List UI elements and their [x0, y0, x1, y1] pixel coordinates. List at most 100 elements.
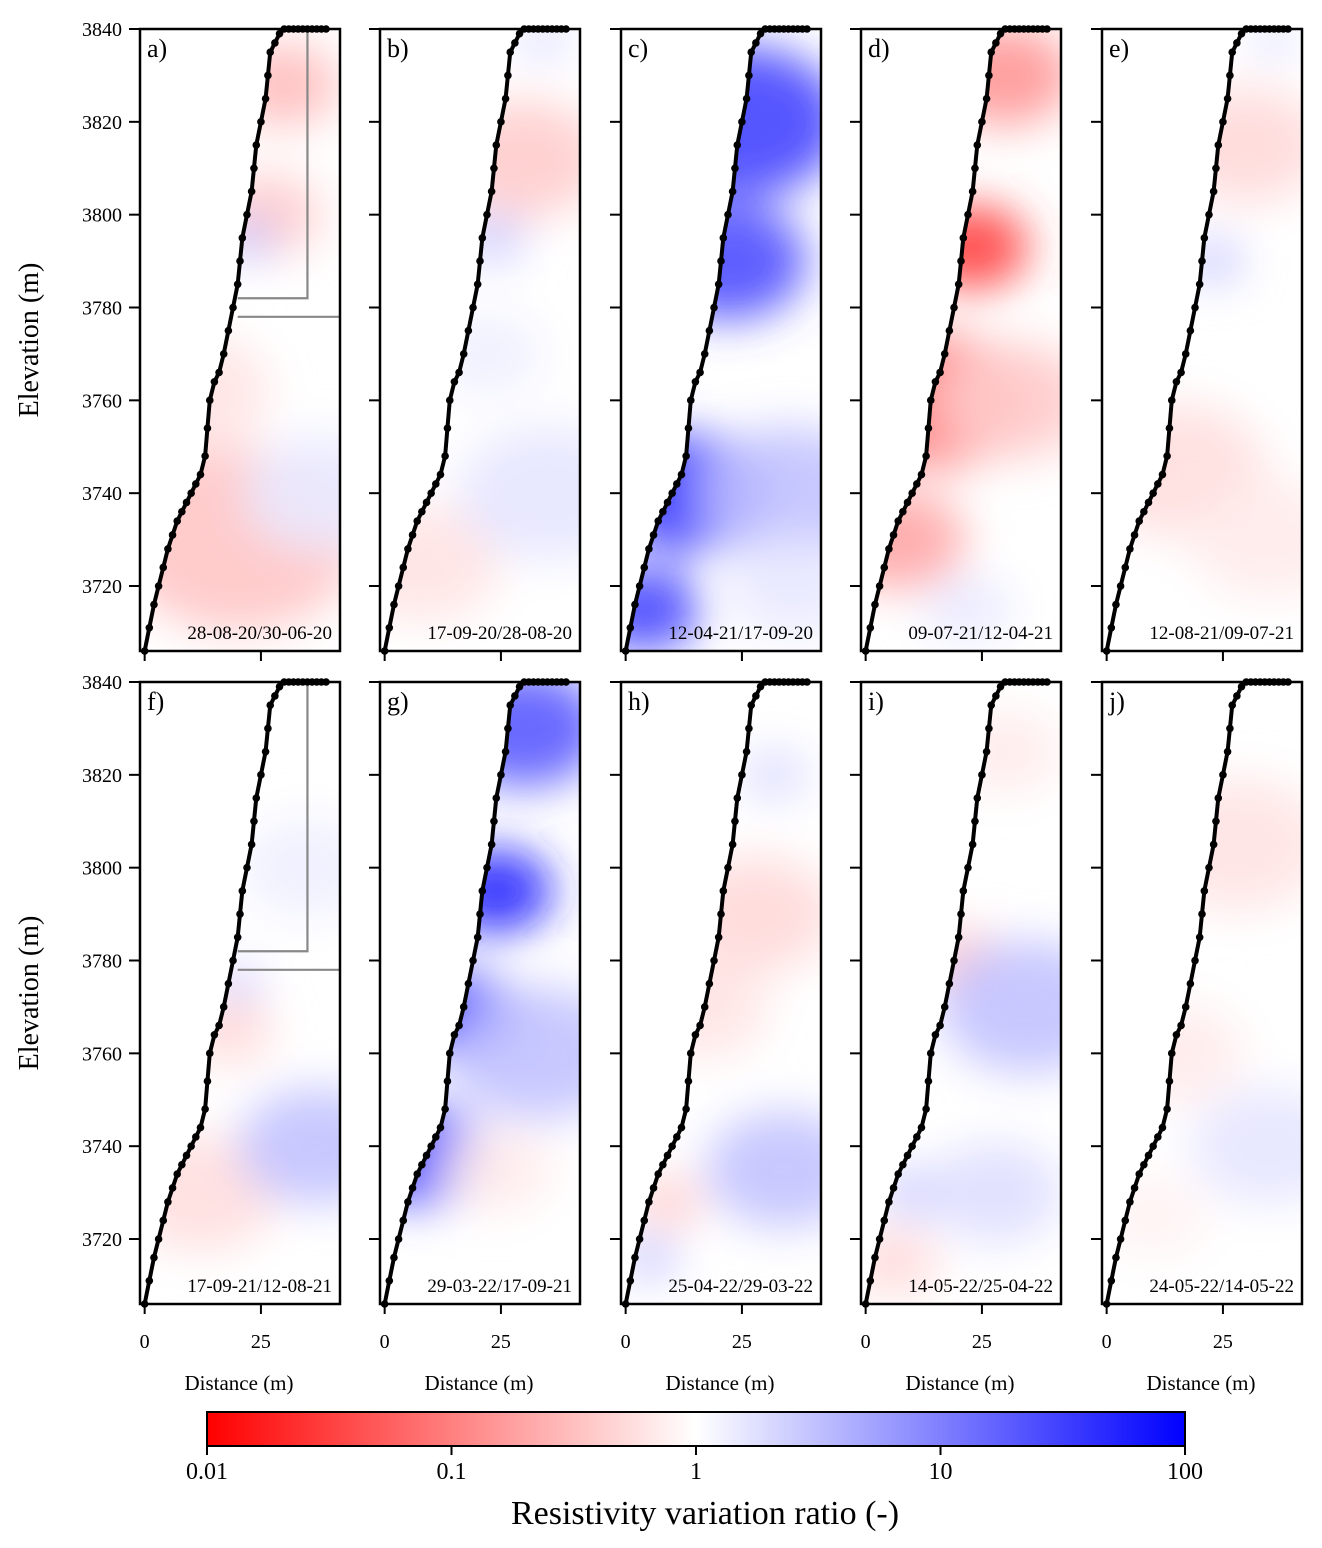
electrode-point	[738, 118, 746, 126]
electrode-point	[922, 1105, 930, 1113]
electrode-point	[866, 623, 875, 632]
electrode-point	[476, 910, 484, 918]
electrode-point	[159, 1216, 168, 1225]
electrode-point	[626, 623, 635, 632]
electrode-point	[173, 517, 182, 525]
monitoring-box-outline	[237, 29, 309, 300]
electrode-point	[996, 682, 1005, 691]
electrode-point	[996, 29, 1005, 38]
panel-e: e) 12-08-21/09-07-21	[1091, 25, 1304, 661]
electrode-point	[945, 326, 954, 335]
electrode-point	[719, 234, 728, 242]
electrode-point	[1140, 1160, 1148, 1169]
electrode-point	[1212, 817, 1220, 826]
x-tick-label: 0	[140, 1331, 150, 1353]
x-axis-label: Distance (m)	[1146, 1371, 1255, 1395]
electrode-point	[682, 1105, 690, 1113]
x-tick-label: 25	[732, 1331, 752, 1353]
panel-label: a)	[147, 34, 167, 63]
electrode-point	[875, 1235, 884, 1243]
electrode-point	[243, 210, 251, 219]
electrode-point	[394, 1235, 403, 1243]
electrode-point	[899, 1160, 907, 1169]
x-tick-label: 25	[972, 1331, 992, 1353]
electrode-point	[445, 1049, 454, 1058]
x-axis-labels: Distance (m) Distance (m) Distance (m) Dist…	[184, 1371, 1255, 1395]
field-anomaly	[238, 1087, 340, 1205]
electrode-point	[483, 210, 491, 219]
electrode-point	[504, 71, 512, 80]
colorbar-tick-label: 0.01	[186, 1459, 228, 1485]
electrode-point	[973, 794, 982, 802]
electrode-point	[473, 280, 482, 289]
electrode-point	[154, 582, 163, 590]
field-anomaly	[1191, 481, 1302, 599]
panel-h: 0 25 h) 25-04-22/29-03-22	[610, 678, 823, 1353]
electrode-point	[985, 71, 993, 80]
electrode-point	[511, 39, 519, 47]
electrode-point	[164, 545, 172, 553]
x-tick-label: 25	[491, 1331, 511, 1353]
electrode-point	[1181, 350, 1190, 358]
panel-c: c) 12-04-21/17-09-20	[610, 25, 823, 661]
field-anomaly	[936, 341, 1061, 459]
electrode-point	[894, 1170, 903, 1178]
electrode-point	[1228, 701, 1237, 710]
electrode-point	[1130, 531, 1139, 539]
field-anomaly	[741, 749, 808, 800]
electrode-point	[178, 1160, 186, 1169]
field-anomaly	[865, 489, 966, 590]
electrode-point	[686, 396, 695, 405]
field-anomaly	[938, 29, 1061, 126]
electrode-point	[742, 94, 751, 103]
electrode-point	[1209, 840, 1218, 849]
field-anomaly	[1185, 240, 1242, 282]
electrode-point	[1112, 1253, 1120, 1262]
panel-label: h)	[628, 687, 650, 716]
electrode-point	[450, 1030, 459, 1039]
electrode-point	[1154, 480, 1162, 488]
electrode-point	[205, 396, 214, 405]
electrode-point	[691, 1030, 700, 1039]
electrode-point	[987, 701, 996, 710]
electrode-point	[385, 1276, 394, 1285]
electrode-point	[668, 489, 676, 497]
field-anomaly	[228, 42, 340, 127]
field-anomaly	[458, 212, 526, 263]
electrode-point	[894, 517, 903, 525]
electrode-point	[464, 326, 473, 335]
colorbar-gradient	[206, 1411, 1186, 1447]
electrode-point	[705, 326, 714, 335]
electrode-point	[982, 747, 991, 756]
electrode-point	[1135, 517, 1144, 525]
panel-period: 17-09-20/28-08-20	[427, 623, 572, 644]
electrode-point	[978, 771, 986, 779]
electrode-point	[266, 701, 275, 710]
panel-b: b) 17-09-20/28-08-20	[369, 25, 582, 661]
electrode-point	[1226, 724, 1234, 733]
electrode-point	[203, 1077, 212, 1085]
electrode-point	[1219, 118, 1227, 126]
electrode-point	[390, 600, 398, 609]
electrode-point	[756, 682, 765, 691]
electrode-point	[264, 71, 272, 80]
electrode-point	[1177, 1021, 1185, 1030]
electrode-point	[1233, 692, 1241, 700]
panel-period: 09-07-21/12-04-21	[908, 623, 1053, 644]
electrode-point	[710, 956, 718, 965]
electrode-point	[640, 563, 649, 572]
electrode-point	[250, 164, 258, 173]
electrode-point	[413, 1170, 422, 1178]
y-tick-label: 3720	[82, 576, 122, 598]
electrode-point	[459, 350, 468, 358]
electrode-point	[408, 531, 417, 539]
electrode-point	[1228, 48, 1237, 57]
electrode-point	[742, 747, 751, 756]
colorbar-tick-label: 10	[929, 1459, 953, 1485]
colorbar-tick-label: 100	[1167, 1459, 1203, 1485]
electrode-point	[968, 840, 977, 849]
electrode-point	[1186, 326, 1195, 335]
electrode-point	[663, 498, 672, 507]
electrode-point	[1195, 280, 1204, 289]
electrode-point	[264, 724, 272, 733]
